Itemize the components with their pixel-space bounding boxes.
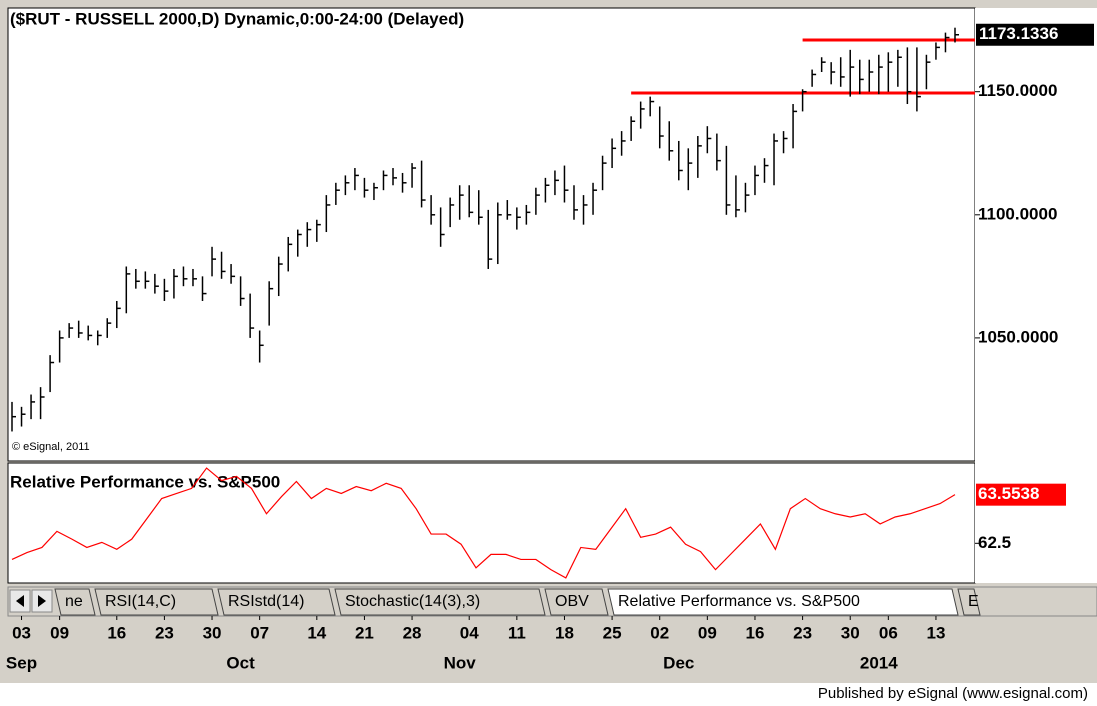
- x-tick-label: 30: [203, 623, 222, 642]
- x-tick-label: 04: [460, 623, 479, 642]
- x-tick-label: 14: [307, 623, 326, 642]
- last-value-box: [976, 23, 1094, 46]
- x-tick-label: 07: [250, 623, 269, 642]
- footer: Published by eSignal (www.esignal.com): [818, 685, 1088, 702]
- tab[interactable]: [217, 588, 336, 616]
- performance-line: [11, 467, 956, 579]
- tab-label: Stochastic(14(3),3): [345, 593, 480, 610]
- month-label: Oct: [226, 653, 255, 672]
- tab-label: ne: [65, 593, 83, 610]
- main-plot: [7, 7, 976, 462]
- tab[interactable]: [607, 588, 959, 616]
- left-arrow: [16, 595, 24, 607]
- tab-label: RSI(14,C): [105, 593, 176, 610]
- x-tick-label: 16: [746, 623, 765, 642]
- x-tick-label: 13: [926, 623, 945, 642]
- x-tick-label: 28: [403, 623, 422, 642]
- y-tick-label: 62.5: [978, 533, 1011, 552]
- chart-title: ($RUT - RUSSELL 2000,D) Dynamic,0:00-24:…: [10, 9, 464, 28]
- tab[interactable]: [544, 588, 609, 616]
- x-tick-label: 06: [879, 623, 898, 642]
- tab-label: E: [968, 593, 979, 610]
- month-label: Sep: [6, 653, 37, 672]
- month-label: Nov: [444, 653, 477, 672]
- tab-label: OBV: [555, 593, 589, 610]
- x-tick-label: 03: [12, 623, 31, 642]
- y-tick-label: 1100.0000: [978, 204, 1057, 223]
- y-tick-label: 1050.0000: [978, 327, 1058, 346]
- x-tick-label: 21: [355, 623, 374, 642]
- right-arrow: [38, 595, 46, 607]
- footer-bar: [0, 683, 1097, 706]
- x-tick-label: 18: [555, 623, 574, 642]
- x-tick-label: 11: [508, 623, 526, 642]
- copyright: © eSignal, 2011: [12, 441, 90, 453]
- x-tick-label: 16: [107, 623, 126, 642]
- tab[interactable]: [334, 588, 546, 616]
- tab[interactable]: [94, 588, 219, 616]
- last-value: 1173.1336: [979, 24, 1058, 43]
- month-label: 2014: [860, 653, 898, 672]
- tab[interactable]: [957, 588, 981, 616]
- tab-label: RSIstd(14): [228, 593, 304, 610]
- last-value-box: [976, 483, 1066, 506]
- panel-title: Relative Performance vs. S&P500: [10, 472, 280, 491]
- x-tick-label: 09: [698, 623, 717, 642]
- tab[interactable]: [54, 588, 96, 616]
- tab-label: Relative Performance vs. S&P500: [618, 593, 860, 610]
- x-tick-label: 02: [650, 623, 669, 642]
- x-tick-label: 23: [155, 623, 174, 642]
- y-tick-label: 1150.0000: [978, 81, 1057, 100]
- x-tick-label: 25: [603, 623, 622, 642]
- x-tick-label: 23: [793, 623, 812, 642]
- x-tick-label: 30: [841, 623, 860, 642]
- month-label: Dec: [663, 653, 694, 672]
- lower-plot: [7, 462, 976, 584]
- last-value: 63.5538: [978, 484, 1039, 503]
- x-tick-label: 09: [50, 623, 69, 642]
